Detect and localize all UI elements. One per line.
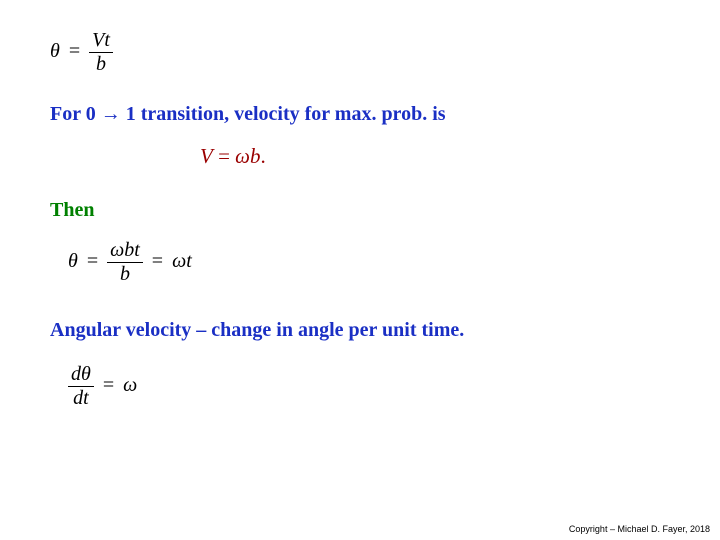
- theta-symbol: θ: [81, 363, 91, 385]
- b-symbol: b: [250, 144, 261, 168]
- theta-symbol: θ: [50, 40, 60, 62]
- omega-symbol: ω: [110, 239, 124, 261]
- transition-statement: For 0 → 1 transition, velocity for max. …: [50, 103, 670, 126]
- equation-theta-wt: θ = ωbt b = ωt: [68, 240, 670, 285]
- angular-velocity-statement: Angular velocity – change in angle per u…: [50, 319, 670, 342]
- one: 1: [126, 103, 136, 125]
- fraction: ωbt b: [107, 240, 143, 285]
- omega-symbol: ω: [235, 144, 250, 168]
- prefix: For: [50, 103, 86, 125]
- equation-dtheta-dt: dθ dt = ω: [68, 364, 670, 409]
- then-label: Then: [50, 199, 670, 222]
- equals: =: [65, 40, 84, 62]
- equation-theta-vt-b: θ = Vt b: [50, 30, 670, 75]
- denominator: dt: [68, 387, 94, 409]
- theta-symbol: θ: [68, 250, 78, 272]
- omega-t: ωt: [172, 250, 192, 272]
- copyright-notice: Copyright – Michael D. Fayer, 2018: [569, 524, 710, 534]
- denominator: b: [89, 53, 113, 75]
- equation-velocity: V = ωb.: [200, 144, 670, 169]
- angular-text: Angular velocity – change in angle per u…: [50, 319, 464, 341]
- d-text: d: [71, 363, 81, 385]
- copyright-text: Copyright – Michael D. Fayer, 2018: [569, 524, 710, 534]
- equals: =: [148, 250, 167, 272]
- fraction: Vt b: [89, 30, 113, 75]
- equals: =: [83, 250, 102, 272]
- numerator: ωbt: [107, 240, 143, 263]
- dot: .: [261, 144, 266, 168]
- bt-text: bt: [124, 239, 140, 261]
- equals: =: [213, 144, 235, 168]
- numerator: dθ: [68, 364, 94, 387]
- numerator: Vt: [89, 30, 113, 53]
- denominator: b: [107, 263, 143, 285]
- rest: transition, velocity for max. prob. is: [136, 103, 446, 125]
- then-text: Then: [50, 199, 94, 221]
- zero: 0: [86, 103, 96, 125]
- arrow-icon: →: [96, 103, 126, 125]
- omega-symbol: ω: [123, 374, 137, 396]
- fraction: dθ dt: [68, 364, 94, 409]
- equals: =: [99, 374, 118, 396]
- V-symbol: V: [200, 144, 213, 168]
